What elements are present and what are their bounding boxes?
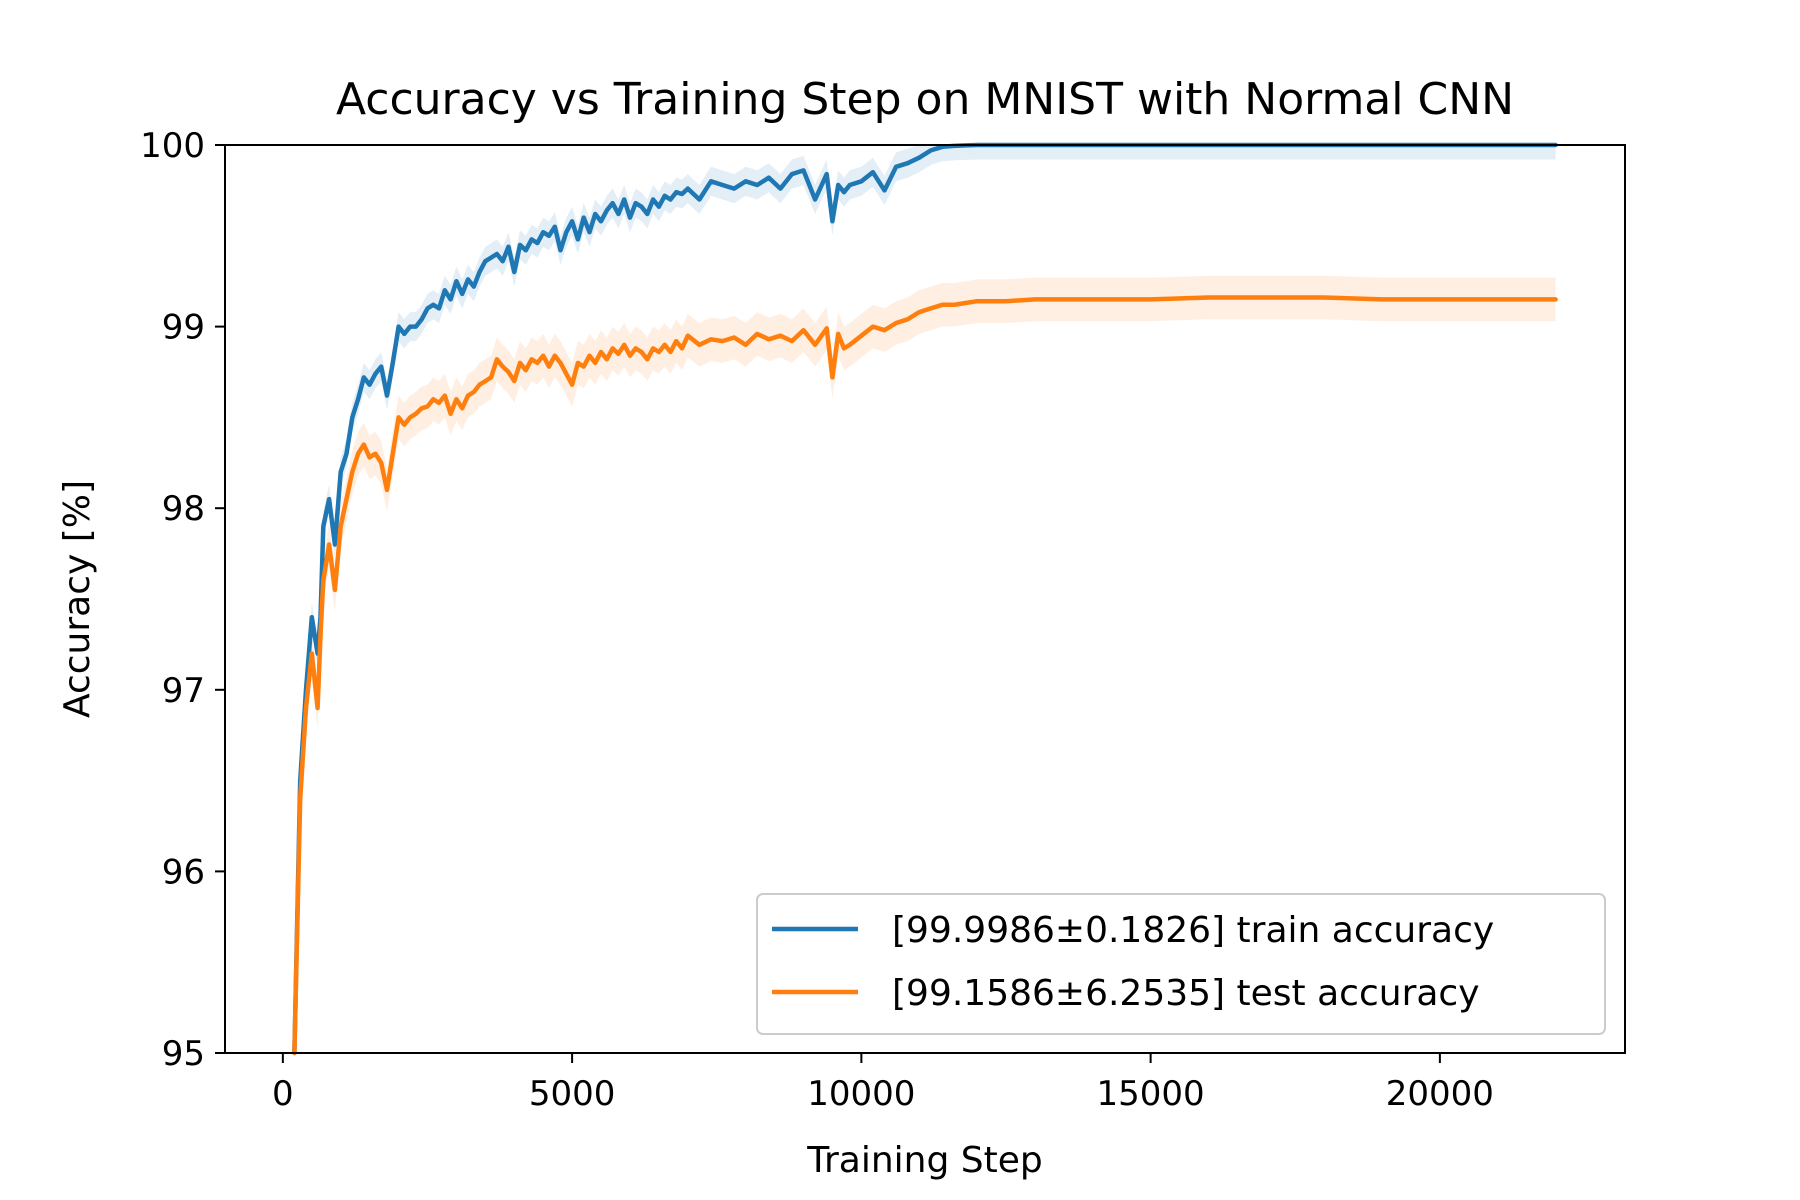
x-tick-label: 20000 (1386, 1074, 1494, 1114)
y-tick-label: 100 (140, 126, 205, 166)
x-axis-ticks: 0 5000 10000 15000 20000 (272, 1053, 1494, 1114)
legend-label-train: [99.9986±0.1826] train accuracy (892, 910, 1494, 951)
line-train (292, 142, 1558, 1056)
y-tick-label: 99 (162, 308, 205, 348)
series-lines (292, 142, 1558, 1056)
line-test (292, 295, 1558, 1056)
y-tick-label: 95 (162, 1034, 205, 1074)
y-tick-label: 96 (162, 852, 205, 892)
x-tick-label: 5000 (529, 1074, 616, 1114)
x-axis-label: Training Step (806, 1140, 1042, 1181)
y-tick-label: 97 (162, 671, 205, 711)
legend: [99.9986±0.1826] train accuracy [99.1586… (756, 893, 1606, 1035)
y-tick-label: 98 (162, 489, 205, 529)
chart-title: Accuracy vs Training Step on MNIST with … (336, 74, 1514, 125)
plot-frame (224, 144, 1626, 1054)
legend-label-test: [99.1586±6.2535] test accuracy (892, 973, 1480, 1014)
legend-box (756, 893, 1606, 1035)
x-tick-label: 0 (272, 1074, 294, 1114)
x-tick-label: 10000 (807, 1074, 915, 1114)
x-tick-label: 15000 (1097, 1074, 1205, 1114)
y-axis-label: Accuracy [%] (57, 480, 98, 718)
y-axis-ticks: 95 96 97 98 99 100 (140, 126, 225, 1074)
